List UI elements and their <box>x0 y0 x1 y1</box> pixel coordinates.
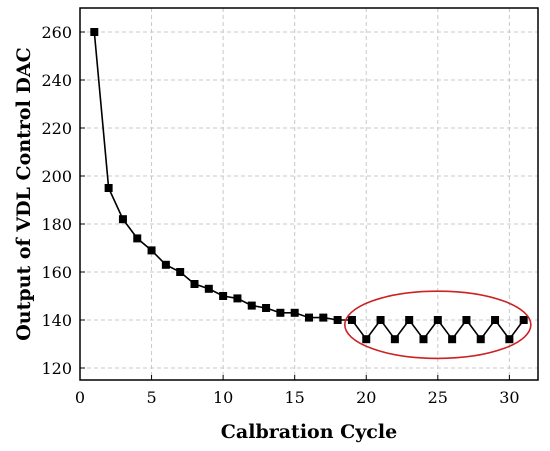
oscillation-highlight <box>343 290 532 360</box>
y-tick-label: 220 <box>41 119 72 138</box>
data-point-marker <box>161 260 170 269</box>
data-point-marker <box>290 308 299 317</box>
x-tick-label: 20 <box>356 388 376 407</box>
data-point-marker <box>190 280 199 288</box>
data-point-marker <box>262 304 271 312</box>
series-polyline <box>93 31 525 341</box>
data-point-marker <box>505 335 514 344</box>
data-point-marker <box>519 316 528 324</box>
data-point-marker <box>462 316 471 324</box>
data-point-marker <box>390 335 399 344</box>
data-point-marker <box>133 234 142 243</box>
y-axis-ticks: 120 140 160 180 200 220 240 260 <box>41 23 85 378</box>
data-point-marker <box>362 335 371 344</box>
data-point-marker <box>448 335 457 344</box>
y-tick-label: 260 <box>41 23 72 42</box>
data-point-marker <box>247 301 256 310</box>
data-point-marker <box>347 316 356 324</box>
data-point-marker <box>419 335 428 344</box>
data-point-marker <box>104 184 113 192</box>
x-tick-label: 0 <box>75 388 85 407</box>
x-tick-label: 5 <box>146 388 156 407</box>
data-point-marker <box>219 292 228 300</box>
highlight-ellipse <box>343 290 532 360</box>
data-point-marker <box>376 316 385 324</box>
y-tick-label: 180 <box>41 215 72 234</box>
y-tick-label: 200 <box>41 167 72 186</box>
y-tick-label: 120 <box>41 359 72 378</box>
data-point-marker <box>118 215 127 224</box>
data-point-marker <box>405 316 414 324</box>
x-axis-label: Calbration Cycle <box>221 421 397 443</box>
y-axis-label: Output of VDL Control DAC <box>13 47 35 341</box>
data-point-marker <box>319 313 328 322</box>
x-axis-ticks: 0 5 10 15 20 25 30 <box>75 375 520 407</box>
plot-frame <box>79 7 539 381</box>
x-tick-label: 25 <box>428 388 448 407</box>
y-tick-label: 140 <box>41 311 72 330</box>
data-point-marker <box>147 246 156 255</box>
data-point-marker <box>204 284 213 293</box>
series-line <box>90 28 528 344</box>
x-tick-label: 30 <box>499 388 519 407</box>
data-point-marker <box>233 294 242 303</box>
data-point-marker <box>176 268 185 276</box>
data-point-marker <box>333 316 342 324</box>
data-point-marker <box>90 28 99 36</box>
data-point-marker <box>491 316 500 324</box>
data-point-marker <box>433 316 442 324</box>
y-tick-label: 240 <box>41 71 72 90</box>
data-point-marker <box>305 313 313 322</box>
data-point-marker <box>476 335 485 344</box>
x-tick-label: 10 <box>213 388 233 407</box>
data-point-marker <box>276 308 285 317</box>
x-tick-label: 15 <box>285 388 305 407</box>
y-tick-label: 160 <box>41 263 72 282</box>
